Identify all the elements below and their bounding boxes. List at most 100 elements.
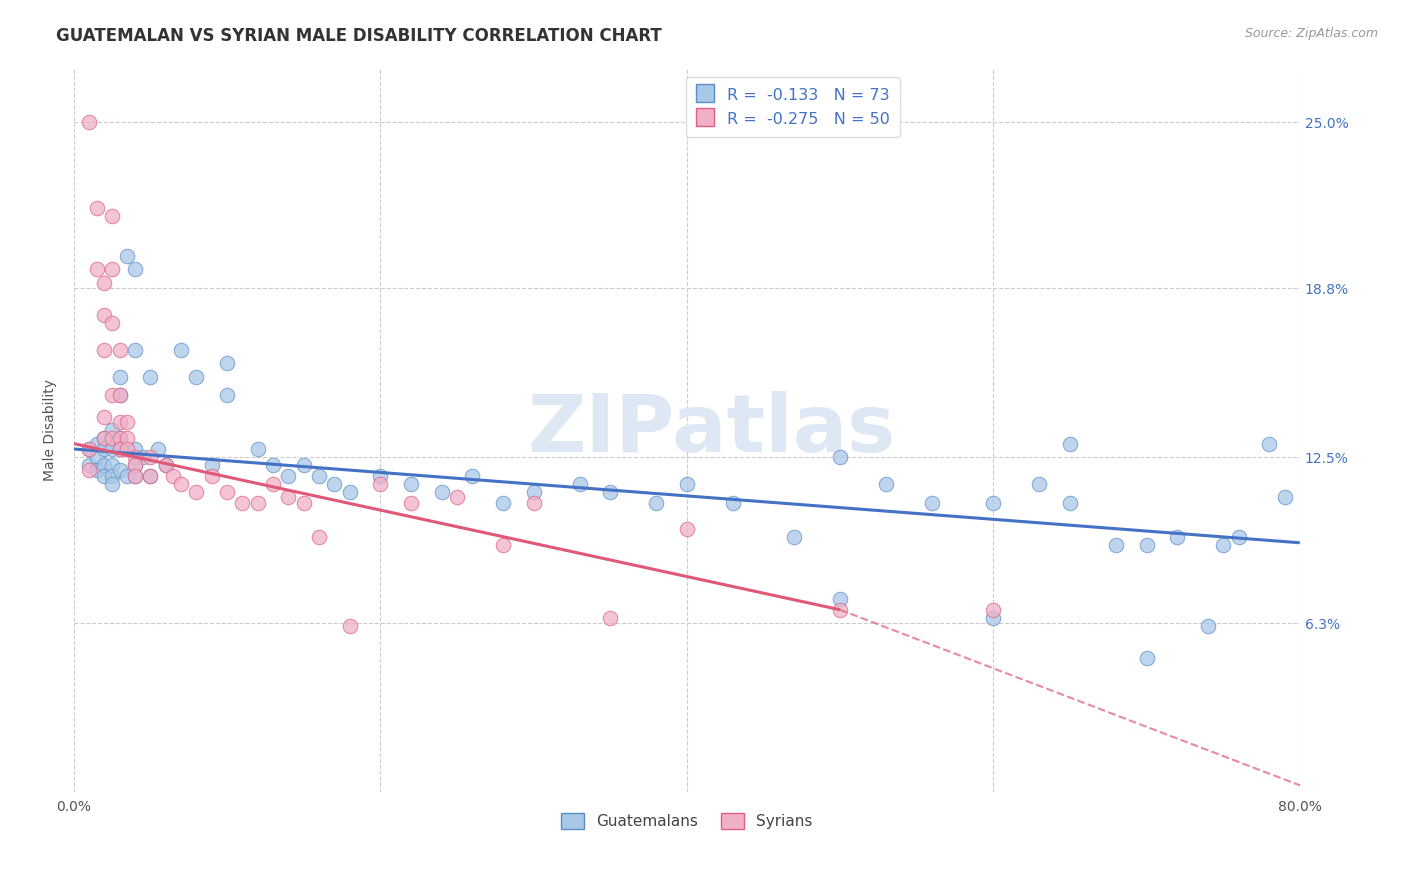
- Point: [292, 495, 315, 509]
- Point: [675, 522, 697, 536]
- Point: [93, 308, 115, 322]
- Point: [108, 415, 131, 429]
- Point: [108, 442, 131, 456]
- Point: [1135, 538, 1157, 552]
- Point: [139, 468, 162, 483]
- Point: [108, 388, 131, 402]
- Point: [430, 484, 453, 499]
- Point: [117, 415, 139, 429]
- Point: [399, 476, 422, 491]
- Point: [77, 115, 100, 129]
- Point: [86, 463, 108, 477]
- Point: [101, 442, 124, 456]
- Point: [139, 468, 162, 483]
- Point: [86, 262, 108, 277]
- Point: [828, 592, 851, 607]
- Point: [675, 476, 697, 491]
- Point: [522, 484, 544, 499]
- Point: [108, 463, 131, 477]
- Point: [101, 209, 124, 223]
- Point: [124, 458, 146, 472]
- Point: [492, 495, 515, 509]
- Point: [124, 458, 146, 472]
- Point: [93, 442, 115, 456]
- Point: [108, 369, 131, 384]
- Point: [93, 431, 115, 445]
- Point: [101, 458, 124, 472]
- Point: [215, 388, 238, 402]
- Point: [645, 495, 668, 509]
- Point: [721, 495, 744, 509]
- Point: [117, 468, 139, 483]
- Point: [101, 431, 124, 445]
- Point: [231, 495, 253, 509]
- Y-axis label: Male Disability: Male Disability: [44, 379, 58, 482]
- Point: [170, 476, 193, 491]
- Point: [783, 530, 806, 544]
- Point: [139, 450, 162, 464]
- Point: [568, 476, 591, 491]
- Point: [1059, 436, 1081, 450]
- Point: [1258, 436, 1281, 450]
- Point: [108, 388, 131, 402]
- Point: [1028, 476, 1050, 491]
- Point: [201, 468, 224, 483]
- Point: [124, 450, 146, 464]
- Point: [599, 611, 621, 625]
- Point: [1105, 538, 1128, 552]
- Point: [215, 356, 238, 370]
- Point: [124, 468, 146, 483]
- Point: [77, 442, 100, 456]
- Point: [117, 442, 139, 456]
- Point: [323, 476, 346, 491]
- Point: [124, 343, 146, 357]
- Point: [117, 249, 139, 263]
- Point: [981, 611, 1004, 625]
- Point: [368, 476, 391, 491]
- Point: [201, 458, 224, 472]
- Point: [828, 450, 851, 464]
- Point: [1197, 619, 1219, 633]
- Point: [162, 468, 184, 483]
- Point: [93, 458, 115, 472]
- Point: [277, 490, 299, 504]
- Point: [262, 458, 284, 472]
- Point: [132, 450, 155, 464]
- Point: [399, 495, 422, 509]
- Text: Source: ZipAtlas.com: Source: ZipAtlas.com: [1244, 27, 1378, 40]
- Point: [124, 262, 146, 277]
- Point: [522, 495, 544, 509]
- Point: [1274, 490, 1296, 504]
- Point: [1166, 530, 1188, 544]
- Point: [108, 442, 131, 456]
- Point: [155, 458, 177, 472]
- Text: GUATEMALAN VS SYRIAN MALE DISABILITY CORRELATION CHART: GUATEMALAN VS SYRIAN MALE DISABILITY COR…: [56, 27, 662, 45]
- Point: [277, 468, 299, 483]
- Point: [101, 388, 124, 402]
- Point: [124, 468, 146, 483]
- Point: [1135, 651, 1157, 665]
- Legend: Guatemalans, Syrians: Guatemalans, Syrians: [555, 806, 818, 835]
- Point: [86, 450, 108, 464]
- Point: [368, 468, 391, 483]
- Point: [155, 458, 177, 472]
- Point: [101, 423, 124, 437]
- Point: [981, 603, 1004, 617]
- Point: [77, 442, 100, 456]
- Point: [86, 201, 108, 215]
- Point: [108, 431, 131, 445]
- Point: [1227, 530, 1250, 544]
- Point: [446, 490, 468, 504]
- Point: [246, 442, 269, 456]
- Point: [262, 476, 284, 491]
- Point: [186, 369, 208, 384]
- Point: [146, 442, 169, 456]
- Point: [77, 463, 100, 477]
- Point: [93, 343, 115, 357]
- Point: [339, 619, 361, 633]
- Point: [921, 495, 943, 509]
- Point: [246, 495, 269, 509]
- Point: [77, 458, 100, 472]
- Point: [86, 436, 108, 450]
- Point: [599, 484, 621, 499]
